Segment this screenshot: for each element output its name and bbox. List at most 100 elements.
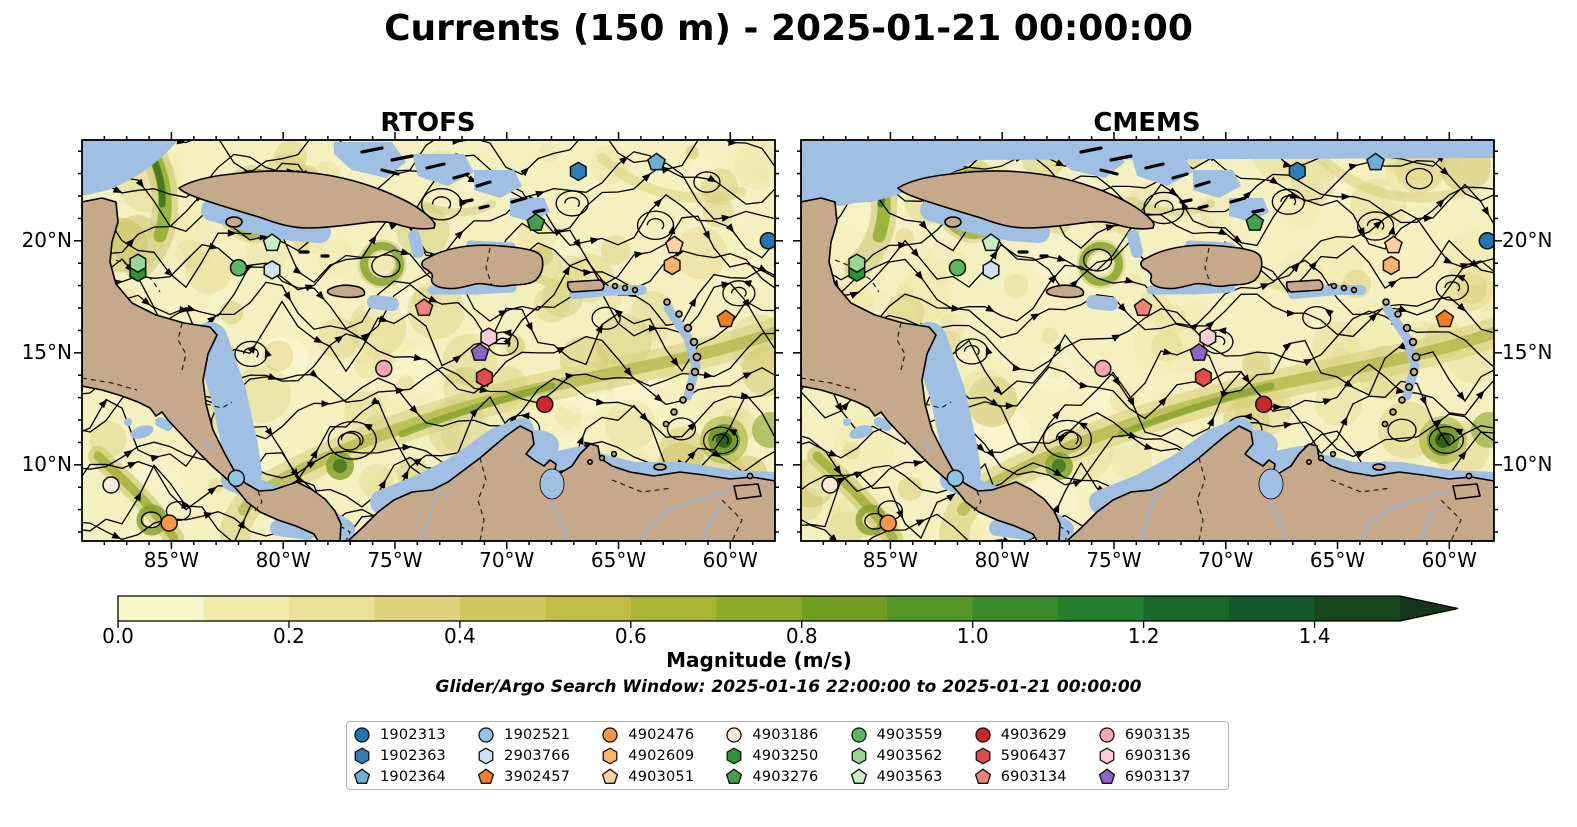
float-marker-4903563 [981,233,1001,252]
legend-entry-4902609: 4902609 [601,745,725,766]
float-marker-4902476 [160,514,178,532]
map-panel-rtofs [74,132,783,549]
legend-marker-pentagon-icon [726,767,743,784]
float-marker-6903134 [414,298,434,317]
panel-title-rtofs: RTOFS [380,108,476,138]
legend-column: 4903186 4903250 4903276 [725,724,849,787]
x-tick-label: 65°W [1309,548,1366,572]
float-marker-1902521 [227,469,245,488]
legend-entry-1902521: 1902521 [477,724,601,745]
float-marker-4902609 [663,255,681,276]
float-marker-4903051 [664,235,684,254]
float-marker-2903766 [982,260,1000,280]
x-tick-label: 75°W [367,548,423,572]
float-marker-4903559 [948,258,967,277]
panel-title-cmems: CMEMS [1093,108,1201,138]
legend-float-id: 6903136 [1124,747,1191,764]
colorbar-tick-label: 1.2 [1127,624,1160,648]
legend-column: 1902313 1902363 1902364 [353,724,477,787]
legend-float-id: 4903563 [876,768,943,785]
legend-marker-hexagon-icon [1099,746,1115,765]
legend-float-id: 3902457 [504,768,571,785]
legend-entry-4903562: 4903562 [850,745,974,766]
x-tick-label: 65°W [590,548,647,572]
legend-marker-circle-icon [850,726,867,743]
legend-entry-5906437: 5906437 [974,745,1098,766]
float-legend: 1902313 1902363 1902364 1902521 2903766 39024… [346,721,1229,790]
y-tick-label-left: 10°N [21,451,72,476]
float-marker-6903134 [1133,298,1153,317]
float-marker-4903629 [1254,395,1273,414]
y-tick-label-right: 15°N [1502,339,1553,364]
float-marker-4903562 [129,253,147,274]
colorbar-tick-label: 0.4 [443,624,476,648]
legend-entry-4903276: 4903276 [725,766,849,787]
legend-float-id: 1902313 [380,726,446,743]
legend-float-id: 4903559 [876,726,943,743]
legend-entry-6903137: 6903137 [1098,766,1222,787]
legend-float-id: 1902363 [380,747,446,764]
search-window-caption: Glider/Argo Search Window: 2025-01-16 22… [435,677,1142,697]
x-tick-label: 70°W [479,548,535,572]
map-content [82,140,775,541]
float-marker-4903563 [262,233,282,252]
legend-marker-pentagon-icon [477,767,495,784]
x-tick-label: 60°W [1421,548,1477,572]
legend-float-id: 4903629 [1000,726,1067,743]
legend-float-id: 6903135 [1124,726,1191,743]
legend-marker-circle-icon [1099,726,1115,743]
legend-float-id: 4903276 [752,768,819,785]
legend-entry-4902476: 4902476 [601,724,725,745]
float-marker-4902476 [879,514,897,532]
float-marker-1902364 [647,152,666,171]
float-marker-4903276 [1245,212,1265,231]
float-marker-3902457 [1435,309,1455,328]
map-content [801,140,1494,541]
legend-column: 4902476 4902609 4903051 [601,724,725,787]
legend-marker-hexagon-icon [478,746,494,765]
y-tick-label-left: 20°N [21,227,72,252]
float-marker-4903276 [526,212,546,231]
legend-marker-pentagon-icon [602,767,619,784]
float-marker-5906437 [1194,367,1212,388]
float-marker-4902609 [1382,255,1400,276]
float-marker-4903629 [535,395,554,414]
legend-float-id: 6903137 [1124,768,1191,785]
legend-float-id: 4902609 [628,747,695,764]
legend-entry-2903766: 2903766 [477,745,601,766]
legend-entry-4903186: 4903186 [725,724,849,745]
legend-marker-hexagon-icon [975,746,991,765]
x-tick-label: 85°W [862,548,919,572]
float-marker-6903137 [1189,342,1209,361]
float-marker-6903136 [1199,327,1217,348]
legend-float-id: 2903766 [504,747,571,764]
float-marker-4903186 [821,476,839,494]
float-marker-1902364 [1366,152,1385,171]
legend-marker-pentagon-icon [353,767,371,784]
colorbar-tick-label: 0.2 [273,624,305,648]
legend-float-id: 4903562 [876,747,943,764]
legend-marker-hexagon-icon [851,746,866,765]
legend-float-id: 6903134 [1000,768,1067,785]
x-tick-label: 75°W [1086,548,1142,572]
float-marker-1902363 [1288,161,1306,182]
legend-marker-pentagon-icon [974,767,991,784]
colorbar-tick-label: 1.0 [956,624,989,648]
x-tick-label: 80°W [974,548,1030,572]
y-tick-label-right: 20°N [1502,227,1553,252]
legend-entry-1902363: 1902363 [353,745,477,766]
legend-entry-1902313: 1902313 [353,724,477,745]
float-marker-1902313 [1478,232,1494,250]
float-marker-4903186 [102,476,120,494]
legend-entry-4903563: 4903563 [850,766,974,787]
legend-marker-circle-icon [354,726,370,743]
x-tick-label: 80°W [255,548,311,572]
x-tick-label: 70°W [1198,548,1254,572]
legend-column: 4903629 5906437 6903134 [974,724,1098,787]
legend-marker-hexagon-icon [602,746,618,765]
legend-entry-4903250: 4903250 [725,745,849,766]
legend-entry-4903051: 4903051 [601,766,725,787]
legend-float-id: 4903250 [752,747,819,764]
colorbar-axis-label: Magnitude (m/s) [666,648,852,672]
